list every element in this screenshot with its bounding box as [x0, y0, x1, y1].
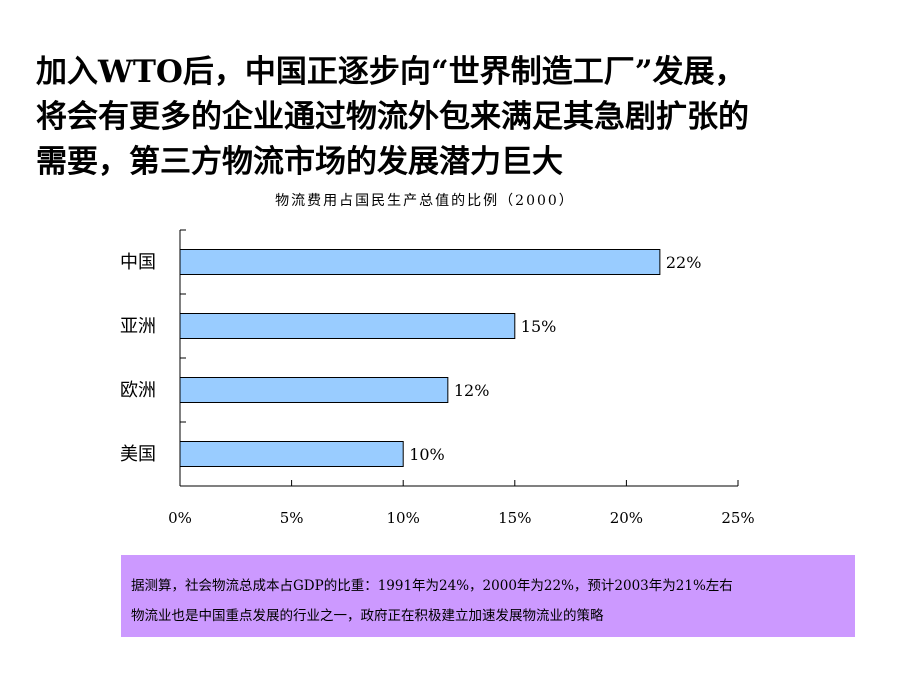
bar: [179, 249, 661, 275]
data-label: 22%: [666, 253, 702, 272]
headline: 加入WTO后，中国正逐步向“世界制造工厂”发展， 将会有更多的企业通过物流外包来…: [36, 50, 886, 185]
chart-title: 物流费用占国民生产总值的比例（2000）: [275, 193, 575, 209]
category-label: 中国: [120, 252, 156, 273]
data-label: 15%: [521, 317, 557, 336]
category-label: 欧洲: [120, 380, 156, 401]
bar: [179, 441, 404, 467]
bar: [179, 313, 516, 339]
x-tick-label: 0%: [168, 509, 192, 527]
headline-line: 加入WTO后，中国正逐步向“世界制造工厂”发展，: [36, 54, 746, 90]
x-tick-label: 5%: [280, 509, 304, 527]
x-tick-label: 15%: [498, 509, 531, 527]
note-line: 据测算，社会物流总成本占GDP的比重：1991年为24%，2000年为22%，预…: [131, 578, 733, 594]
data-label: 12%: [454, 381, 490, 400]
headline-line: 将会有更多的企业通过物流外包来满足其急剧扩张的: [36, 99, 749, 135]
note-box: 据测算，社会物流总成本占GDP的比重：1991年为24%，2000年为22%，预…: [121, 555, 855, 637]
bar-chart: 物流费用占国民生产总值的比例（2000） 0% 5% 10% 15% 20% 25% 中国 2…: [120, 193, 755, 527]
headline-line: 需要，第三方物流市场的发展潜力巨大: [36, 144, 563, 180]
bar: [179, 377, 449, 403]
x-tick-label: 20%: [610, 509, 643, 527]
note-line: 物流业也是中国重点发展的行业之一，政府正在积极建立加速发展物流业的策略: [131, 608, 604, 624]
data-label: 10%: [409, 445, 445, 464]
category-label: 亚洲: [120, 316, 156, 337]
category-label: 美国: [120, 444, 156, 465]
x-tick-label: 10%: [387, 509, 420, 527]
plot-area: 0% 5% 10% 15% 20% 25% 中国 22% 亚洲 15% 欧洲 12% 美国 10%: [120, 229, 755, 527]
x-tick-label: 25%: [721, 509, 754, 527]
